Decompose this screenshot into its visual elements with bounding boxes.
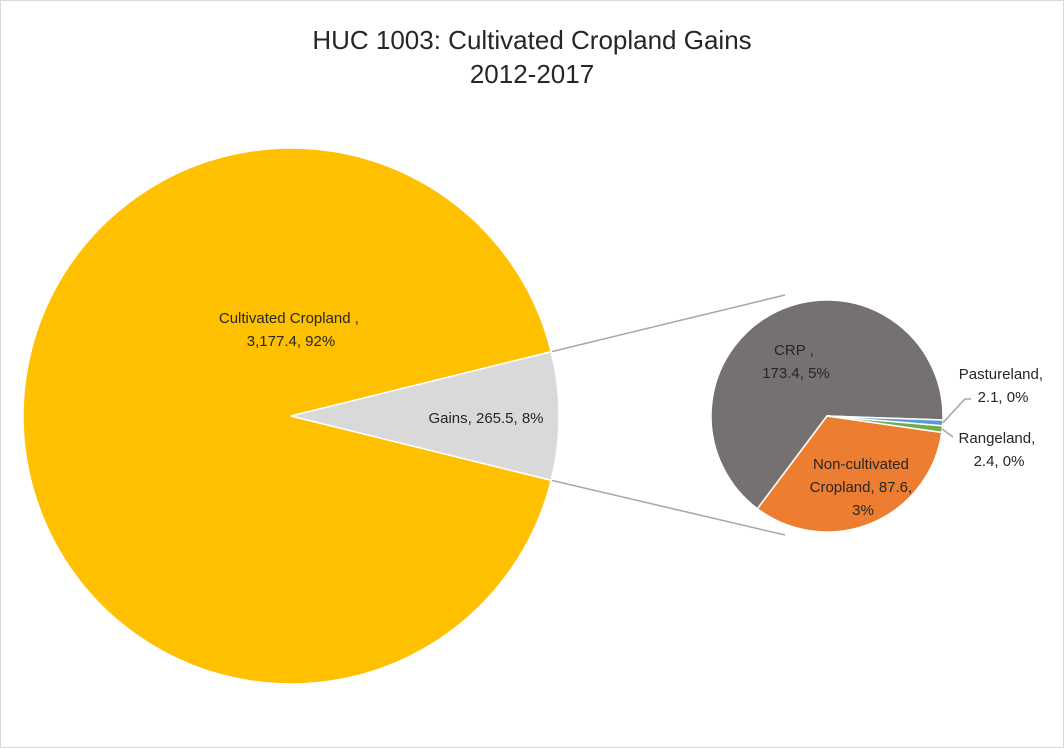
leader-line-pastureland: [942, 398, 971, 424]
chart-title: HUC 1003: Cultivated Cropland Gains 2012…: [1, 23, 1063, 91]
label-line: Gains, 265.5, 8%: [428, 410, 543, 427]
data-label-crp: CRP , 173.4, 5%: [762, 342, 830, 382]
label-line: Rangeland,: [959, 430, 1036, 447]
slice-non-cultivated-cropland: [756, 415, 943, 533]
label-line: 173.4, 5%: [762, 365, 830, 382]
label-line: 3,177.4, 92%: [247, 333, 335, 350]
slice-gains: [290, 350, 560, 482]
slice-crp: [710, 299, 944, 510]
chart-title-line: HUC 1003: Cultivated Cropland Gains: [312, 25, 752, 55]
chart-subtitle: 2012-2017: [469, 59, 595, 89]
main-pie: [22, 147, 560, 685]
label-line: Cultivated Cropland ,: [219, 310, 359, 327]
label-line: 2.1, 0%: [978, 389, 1029, 406]
label-line: Cropland, 87.6,: [810, 479, 913, 496]
label-line: 2.4, 0%: [974, 453, 1025, 470]
label-line: 3%: [852, 502, 874, 519]
data-label-rangeland: Rangeland, 2.4, 0%: [959, 430, 1040, 470]
secondary-pie: [710, 299, 944, 533]
connector-lines: [550, 294, 786, 536]
slice-cultivated-cropland: [22, 147, 553, 685]
data-label-gains: Gains, 265.5, 8%: [428, 410, 543, 427]
connector-line-bottom: [550, 479, 786, 536]
data-label-cultivated-cropland: Cultivated Cropland , 3,177.4, 92%: [219, 310, 363, 350]
label-line: Non-cultivated: [813, 456, 909, 473]
label-line: Pastureland,: [959, 366, 1043, 383]
data-label-pastureland: Pastureland, 2.1, 0%: [959, 366, 1047, 406]
leader-line-rangeland: [941, 428, 954, 438]
label-line: CRP ,: [774, 342, 814, 359]
leader-lines: [941, 398, 971, 438]
data-label-non-cultivated-cropland: Non-cultivated Cropland, 87.6, 3%: [810, 456, 917, 519]
connector-line-top: [550, 294, 786, 353]
